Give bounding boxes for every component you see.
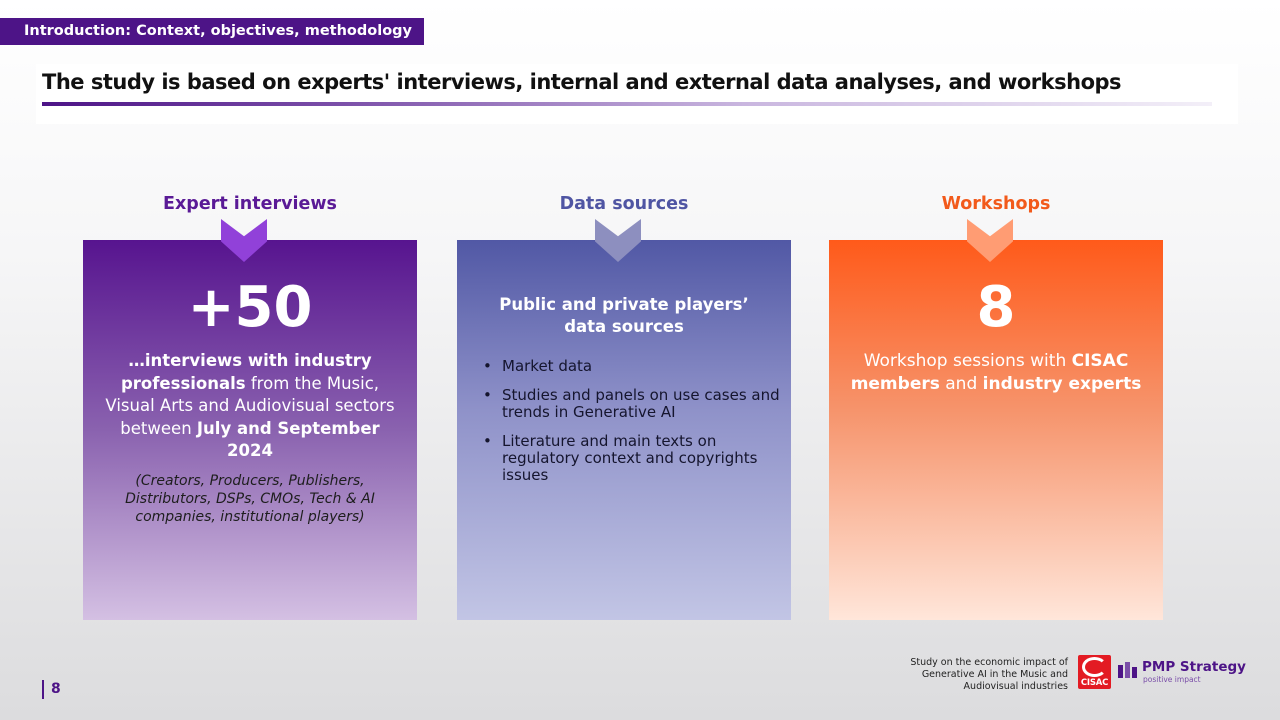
page-title: The study is based on experts' interview… bbox=[42, 70, 1122, 94]
page-number-bar bbox=[42, 680, 44, 699]
pmp-logo-name: PMP Strategy bbox=[1142, 659, 1246, 675]
page-number: 8 bbox=[51, 681, 61, 697]
section-tag: Introduction: Context, objectives, metho… bbox=[0, 18, 424, 45]
expert-interviews-heading: Expert interviews bbox=[163, 194, 337, 214]
workshops-desc-text-2: and bbox=[939, 373, 983, 394]
interviews-desc-bold-1: …interviews with industry professionals bbox=[120, 351, 372, 393]
pmp-logo-tagline: positive impact bbox=[1143, 675, 1201, 684]
list-item: Studies and panels on use cases and tren… bbox=[483, 387, 783, 421]
workshops-count: 8 bbox=[976, 275, 1016, 340]
interviews-count: +50 bbox=[187, 275, 313, 340]
pmp-logo-icon bbox=[1118, 662, 1137, 678]
workshops-card: 8 Workshop sessions with CISAC members a… bbox=[829, 240, 1163, 620]
workshops-desc-bold-2: industry experts bbox=[982, 373, 1142, 394]
interviews-desc-text: from the Music, Visual Arts and Audiovis… bbox=[105, 373, 395, 438]
workshops-heading: Workshops bbox=[941, 194, 1051, 214]
workshops-desc-text-1: Workshop sessions with bbox=[863, 351, 1072, 371]
title-bar: The study is based on experts' interview… bbox=[36, 64, 1238, 124]
workshops-description: Workshop sessions with CISAC members and… bbox=[845, 350, 1147, 395]
interviews-description: …interviews with industry professionals … bbox=[101, 350, 399, 463]
data-sources-list: Market data Studies and panels on use ca… bbox=[483, 358, 783, 496]
list-item: Literature and main texts on regulatory … bbox=[483, 433, 783, 484]
data-sources-heading: Data sources bbox=[559, 194, 689, 214]
list-item: Market data bbox=[483, 358, 783, 376]
interviews-note: (Creators, Producers, Publishers, Distri… bbox=[125, 473, 375, 525]
cisac-swirl-icon bbox=[1082, 657, 1107, 677]
cisac-logo: CISAC bbox=[1078, 655, 1111, 689]
data-sources-card: Public and private players’ data sources… bbox=[457, 240, 791, 620]
footer-caption: Study on the economic impact of Generati… bbox=[910, 657, 1068, 692]
workshops-desc-bold-1: CISAC members bbox=[850, 351, 1129, 394]
data-sources-title: Public and private players’ data sources bbox=[499, 295, 749, 336]
expert-interviews-card: +50 …interviews with industry profession… bbox=[83, 240, 417, 620]
title-underline bbox=[42, 102, 1212, 106]
interviews-desc-bold-2: July and September 2024 bbox=[196, 418, 380, 461]
cisac-logo-text: CISAC bbox=[1080, 678, 1109, 688]
